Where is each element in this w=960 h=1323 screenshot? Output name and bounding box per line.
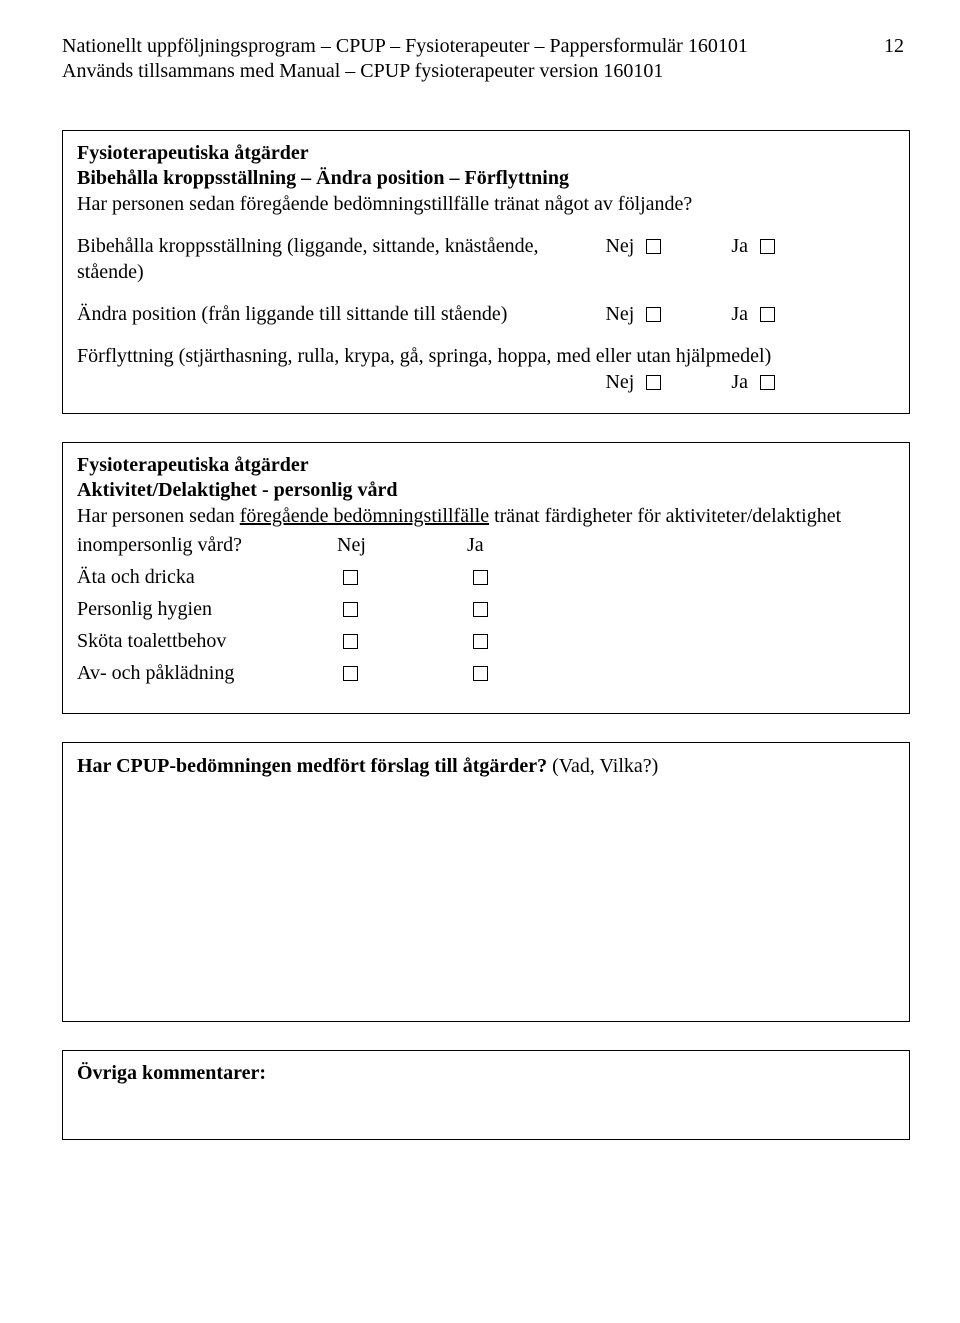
row-pakladning-ja[interactable] [467, 657, 597, 689]
label-nej: Nej [605, 233, 634, 259]
row-ata: Äta och dricka [77, 561, 895, 593]
checkbox-icon [646, 307, 661, 322]
section3-title: Har CPUP-bedömningen medfört förslag til… [77, 753, 895, 779]
q-bibehalla: Bibehålla kroppsställning (liggande, sit… [77, 233, 895, 285]
row-hygien: Personlig hygien [77, 593, 895, 625]
checkbox-icon [473, 634, 488, 649]
label-nej: Nej [605, 369, 634, 395]
q-bibehalla-ja[interactable]: Ja [731, 233, 775, 259]
row-pakladning-label: Av- och påklädning [77, 657, 337, 689]
section3-title-tail: (Vad, Vilka?) [547, 755, 658, 777]
page-number: 12 [884, 34, 910, 59]
section2-title: Fysioterapeutiska åtgärder [77, 453, 895, 478]
q-bibehalla-text: Bibehålla kroppsställning (liggande, sit… [77, 233, 605, 285]
section2-subtitle: Aktivitet/Delaktighet - personlig vård [77, 478, 895, 503]
row-hygien-label: Personlig hygien [77, 593, 337, 625]
row-toalett-label: Sköta toalettbehov [77, 625, 337, 657]
section1-title: Fysioterapeutiska åtgärder [77, 141, 895, 166]
row-pakladning-nej[interactable] [337, 657, 467, 689]
page: Nationellt uppföljningsprogram – CPUP – … [0, 0, 960, 1323]
checkbox-icon [343, 602, 358, 617]
row-toalett-ja[interactable] [467, 625, 597, 657]
section2-question: Har personen sedan föregående bedömnings… [77, 503, 895, 529]
section1-subtitle: Bibehålla kroppsställning – Ändra positi… [77, 166, 895, 191]
row-ata-ja[interactable] [467, 561, 597, 593]
q-forflyttning-opts: Nej Ja [77, 369, 895, 395]
checkbox-icon [343, 666, 358, 681]
row-pakladning: Av- och påklädning [77, 657, 895, 689]
q-forflyttning-text: Förflyttning (stjärthasning, rulla, kryp… [77, 343, 895, 369]
row-ata-nej[interactable] [337, 561, 467, 593]
section2-header-row: inompersonlig vård? Nej Ja [77, 529, 895, 561]
section1-question: Har personen sedan föregående bedömnings… [77, 191, 895, 217]
checkbox-icon [343, 570, 358, 585]
row-toalett: Sköta toalettbehov [77, 625, 895, 657]
q-andra-nej[interactable]: Nej [605, 301, 661, 327]
header-line2: Används tillsammans med Manual – CPUP fy… [62, 59, 910, 84]
row-ata-label: Äta och dricka [77, 561, 337, 593]
col-nej: Nej [337, 529, 467, 561]
row-hygien-nej[interactable] [337, 593, 467, 625]
section2-q-after: tränat färdigheter för aktiviteter/delak… [489, 505, 841, 527]
header-row: Nationellt uppföljningsprogram – CPUP – … [62, 34, 910, 59]
section-forslag: Har CPUP-bedömningen medfört förslag til… [62, 742, 910, 1022]
section4-title: Övriga kommentarer: [77, 1061, 895, 1086]
section2-q-before: Har personen sedan [77, 505, 240, 527]
label-ja: Ja [731, 301, 748, 327]
checkbox-icon [646, 239, 661, 254]
label-ja: Ja [731, 369, 748, 395]
checkbox-icon [473, 570, 488, 585]
section2-q-line2: inompersonlig vård? [77, 529, 337, 561]
checkbox-icon [473, 602, 488, 617]
q-andra-text: Ändra position (från liggande till sitta… [77, 301, 605, 327]
col-ja: Ja [467, 529, 597, 561]
section-personlig-vard: Fysioterapeutiska åtgärder Aktivitet/Del… [62, 442, 910, 714]
checkbox-icon [760, 307, 775, 322]
label-ja: Ja [731, 233, 748, 259]
q-bibehalla-nej[interactable]: Nej [605, 233, 661, 259]
section-kroppsstallning: Fysioterapeutiska åtgärder Bibehålla kro… [62, 130, 910, 414]
section2-q-underline: föregående bedömningstillfälle [240, 505, 489, 527]
section3-title-bold: Har CPUP-bedömningen medfört förslag til… [77, 755, 547, 777]
checkbox-icon [646, 375, 661, 390]
row-hygien-ja[interactable] [467, 593, 597, 625]
checkbox-icon [343, 634, 358, 649]
section-ovriga: Övriga kommentarer: [62, 1050, 910, 1140]
checkbox-icon [760, 375, 775, 390]
q-andra-position: Ändra position (från liggande till sitta… [77, 301, 895, 327]
header-line1: Nationellt uppföljningsprogram – CPUP – … [62, 34, 748, 59]
q-forflyttning-nej[interactable]: Nej [605, 369, 661, 395]
q-andra-ja[interactable]: Ja [731, 301, 775, 327]
label-nej: Nej [605, 301, 634, 327]
q-forflyttning-ja[interactable]: Ja [731, 369, 775, 395]
row-toalett-nej[interactable] [337, 625, 467, 657]
checkbox-icon [473, 666, 488, 681]
checkbox-icon [760, 239, 775, 254]
